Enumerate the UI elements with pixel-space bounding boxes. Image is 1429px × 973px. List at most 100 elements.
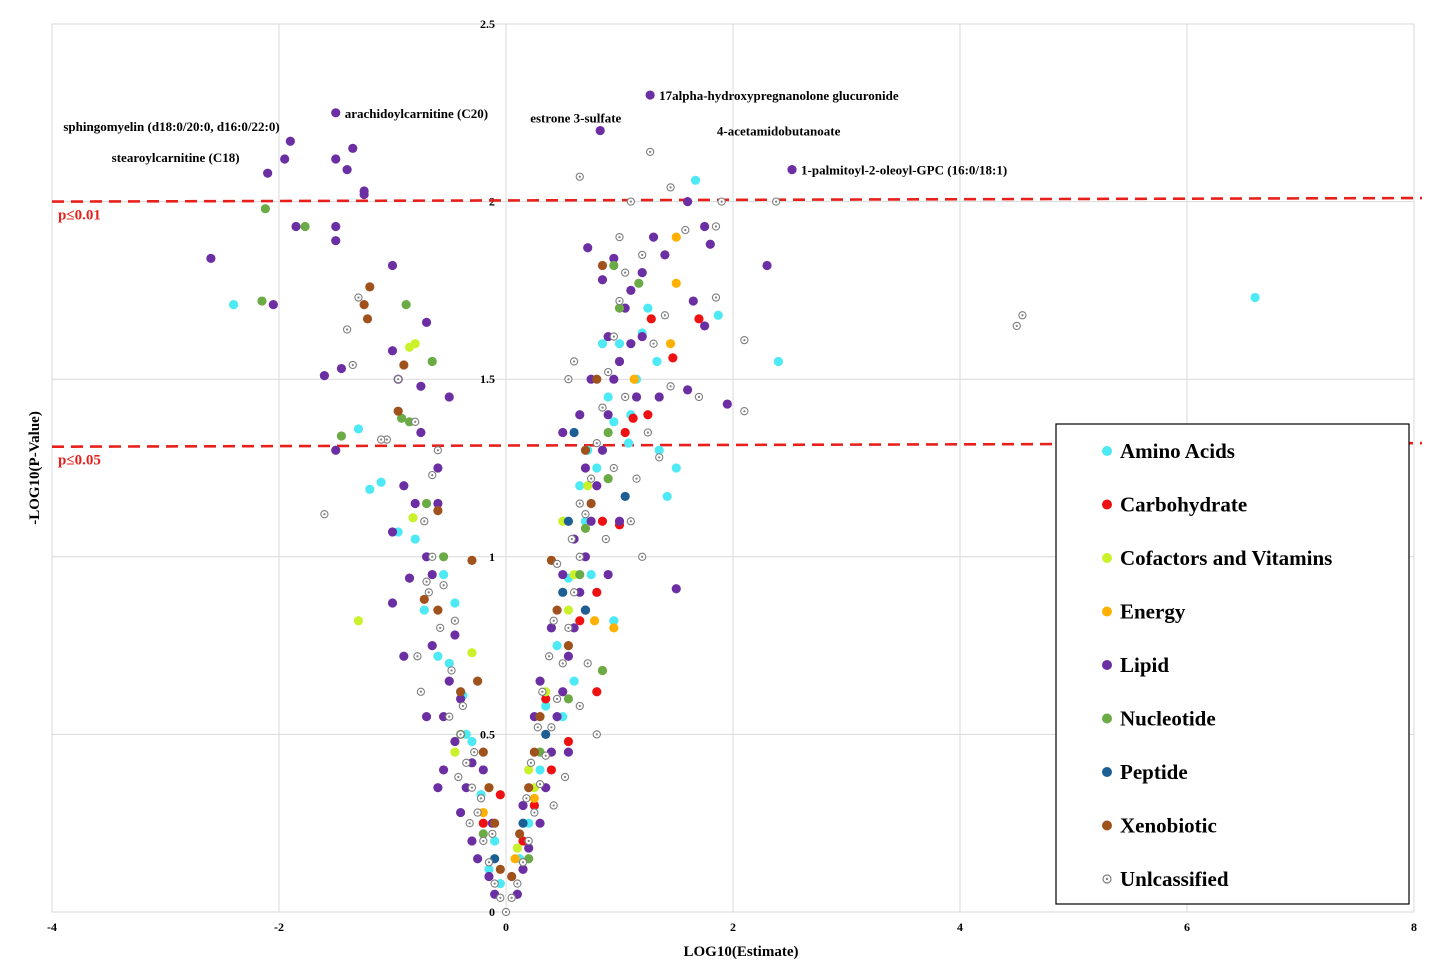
- data-point-center: [493, 882, 496, 885]
- data-point: [580, 445, 591, 455]
- data-point: [575, 569, 585, 580]
- data-point: [359, 300, 369, 310]
- data-point-center: [1021, 314, 1024, 317]
- data-point-center: [416, 655, 419, 658]
- data-point: [433, 463, 443, 473]
- data-point: [671, 278, 681, 288]
- data-point-center: [487, 861, 491, 864]
- data-point: [597, 275, 608, 285]
- data-point-center: [590, 477, 593, 480]
- data-point-center: [595, 442, 598, 445]
- data-point-center: [584, 513, 587, 516]
- y-tick-label: 1.5: [480, 372, 495, 386]
- data-point-center: [552, 804, 555, 807]
- annotation-label: 4-acetamidobutanoate: [717, 124, 841, 139]
- data-point: [280, 154, 290, 164]
- data-point: [668, 353, 678, 363]
- data-point: [427, 569, 437, 580]
- data-point: [535, 676, 545, 686]
- data-point: [444, 392, 454, 402]
- data-point: [473, 854, 483, 864]
- data-point-center: [567, 626, 570, 629]
- data-point: [643, 303, 653, 313]
- data-point-center: [425, 580, 428, 583]
- data-point-center: [465, 761, 468, 764]
- data-point: [456, 807, 466, 818]
- data-point: [575, 616, 585, 626]
- data-point: [427, 356, 437, 367]
- data-point: [614, 339, 625, 349]
- y-tick-label: 0: [489, 905, 495, 919]
- data-point: [762, 260, 772, 271]
- data-point: [331, 445, 341, 455]
- x-tick-label: 8: [1411, 920, 1417, 934]
- data-point-center: [578, 175, 581, 178]
- data-point: [603, 392, 613, 402]
- data-point-center: [658, 456, 661, 459]
- legend-label: Lipid: [1120, 653, 1169, 677]
- x-tick-label: 2: [730, 920, 736, 934]
- data-point-center: [573, 360, 576, 363]
- y-tick-label: 1: [489, 550, 495, 564]
- data-point-center: [775, 200, 778, 203]
- data-point: [646, 314, 656, 324]
- data-point: [705, 239, 715, 249]
- data-point-center: [423, 520, 426, 523]
- data-point: [614, 356, 625, 367]
- data-point: [206, 253, 216, 264]
- data-point: [433, 651, 443, 661]
- data-point: [671, 232, 681, 242]
- data-point: [444, 676, 454, 686]
- data-point: [597, 665, 608, 676]
- data-point-center: [482, 839, 485, 843]
- data-point: [583, 243, 593, 253]
- data-point: [410, 339, 420, 349]
- data-point: [410, 498, 420, 509]
- data-point: [558, 687, 568, 697]
- data-point: [535, 712, 545, 722]
- data-point: [438, 569, 449, 580]
- legend-marker: [1102, 446, 1112, 456]
- data-point-center: [525, 797, 528, 800]
- data-point-center: [491, 832, 494, 835]
- legend-label: Xenobiotic: [1120, 814, 1217, 838]
- data-point: [592, 374, 602, 384]
- data-point: [408, 513, 418, 523]
- data-point-center: [555, 697, 559, 700]
- data-point: [541, 694, 551, 704]
- data-point: [654, 445, 664, 455]
- data-point: [421, 317, 432, 327]
- legend-box: [1055, 423, 1410, 905]
- data-point-center: [442, 584, 445, 587]
- legend-marker: [1102, 713, 1112, 724]
- data-point: [552, 641, 562, 651]
- data-point: [467, 736, 477, 747]
- series-nucleotide: [257, 204, 644, 864]
- data-point: [535, 765, 545, 775]
- threshold-label: p≤0.01: [58, 208, 101, 224]
- data-point: [438, 765, 449, 775]
- data-point: [586, 569, 596, 580]
- data-point: [393, 406, 403, 416]
- data-point: [700, 321, 710, 331]
- data-point: [603, 427, 613, 438]
- data-point-center: [618, 236, 621, 239]
- data-point-center: [476, 811, 479, 814]
- data-point: [331, 108, 341, 118]
- series-xenobiotic: [359, 260, 608, 882]
- data-point: [597, 516, 608, 526]
- data-point: [421, 712, 432, 722]
- data-point-center: [684, 228, 687, 232]
- data-point-center: [578, 502, 581, 505]
- legend-label: Energy: [1120, 600, 1186, 624]
- data-point: [473, 676, 483, 686]
- data-point: [285, 136, 295, 146]
- data-point: [450, 736, 460, 747]
- data-point: [603, 569, 613, 580]
- data-point: [495, 864, 505, 874]
- data-point: [518, 864, 528, 874]
- data-point: [433, 506, 443, 516]
- data-point-center: [629, 520, 632, 523]
- data-point: [263, 168, 273, 178]
